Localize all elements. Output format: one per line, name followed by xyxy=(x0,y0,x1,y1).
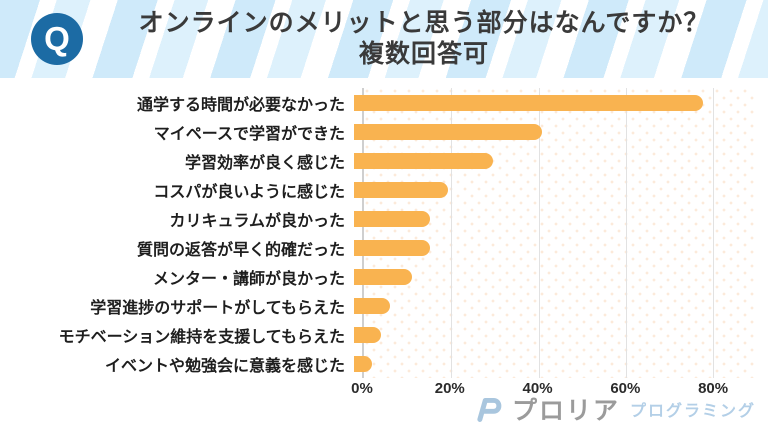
bar-track xyxy=(354,175,757,204)
question-header: Q オンラインのメリットと思う部分はなんですか？ 複数回答可 xyxy=(0,0,768,78)
gridline-20 xyxy=(451,88,453,378)
bar-track xyxy=(354,291,757,320)
gridline-80 xyxy=(713,88,715,378)
bar-label: メンター・講師が良かった xyxy=(152,270,345,288)
bar-chart: 通学する時間が必要なかったマイペースで学習ができた学習効率が良く感じたコスパが良… xyxy=(0,88,768,378)
gridline-60 xyxy=(625,88,627,378)
bar-row: カリキュラムが良かった xyxy=(0,204,757,233)
bar xyxy=(354,210,431,227)
bar-label: 学習効率が良く感じた xyxy=(184,154,345,172)
bar-row: イベントや勉強会に意義を感じた xyxy=(0,349,757,378)
x-tick: 60% xyxy=(610,380,641,397)
bar-rows: 通学する時間が必要なかったマイペースで学習ができた学習効率が良く感じたコスパが良… xyxy=(0,88,757,378)
bar-track xyxy=(354,320,757,349)
bar-row: 質問の返答が早く的確だった xyxy=(0,233,757,262)
bar xyxy=(354,297,390,314)
bar-row: モチベーション維持を支援してもらえた xyxy=(0,320,757,349)
bar xyxy=(354,326,381,343)
page-title-line2: 複数回答可 xyxy=(358,40,489,68)
gridline-40 xyxy=(538,88,540,378)
x-tick: 80% xyxy=(698,380,729,397)
bar-track xyxy=(354,233,757,262)
bar-row: 学習効率が良く感じた xyxy=(0,146,757,175)
bar-row: メンター・講師が良かった xyxy=(0,262,757,291)
bar xyxy=(354,123,543,140)
bar-label: イベントや勉強会に意義を感じた xyxy=(104,357,345,375)
bar-track xyxy=(354,117,757,146)
question-icon: Q xyxy=(31,13,83,65)
bar-label: 通学する時間が必要なかった xyxy=(136,96,345,114)
bar-row: コスパが良いように感じた xyxy=(0,175,757,204)
bar-row: マイペースで学習ができた xyxy=(0,117,757,146)
bar-label: コスパが良いように感じた xyxy=(153,183,345,201)
x-tick: 0% xyxy=(351,380,373,397)
bar-label: カリキュラムが良かった xyxy=(169,212,345,230)
bar-row: 学習進捗のサポートがしてもらえた xyxy=(0,291,757,320)
bar xyxy=(354,152,493,169)
bar-track xyxy=(354,146,757,175)
bar-track xyxy=(354,262,757,291)
bar-label: 学習進捗のサポートがしてもらえた xyxy=(90,299,345,317)
bar-label: マイペースで学習ができた xyxy=(153,125,345,143)
bar xyxy=(354,355,372,372)
bar-track xyxy=(354,88,757,117)
bar xyxy=(354,94,704,111)
brand-logo: プロリア プログラミング xyxy=(471,391,756,427)
bar-track xyxy=(354,204,757,233)
brand-logo-subtext: プログラミング xyxy=(629,403,756,420)
brand-logo-text: プロリア xyxy=(511,397,620,425)
brand-logo-icon xyxy=(477,397,502,422)
bar xyxy=(354,268,413,285)
question-icon-letter: Q xyxy=(44,20,70,57)
bar-row: 通学する時間が必要なかった xyxy=(0,88,757,117)
bar xyxy=(354,181,449,198)
x-axis: 0% 20% 40% 60% 80% xyxy=(351,380,757,402)
x-tick: 20% xyxy=(434,380,465,397)
page-title-line1: オンラインのメリットと思う部分はなんですか？ xyxy=(138,9,710,37)
bar-label: 質問の返答が早く的確だった xyxy=(136,241,345,259)
bar-label: モチベーション維持を支援してもらえた xyxy=(58,328,345,346)
bar xyxy=(354,239,431,256)
bar-track xyxy=(354,349,757,378)
x-tick: 40% xyxy=(522,380,553,397)
